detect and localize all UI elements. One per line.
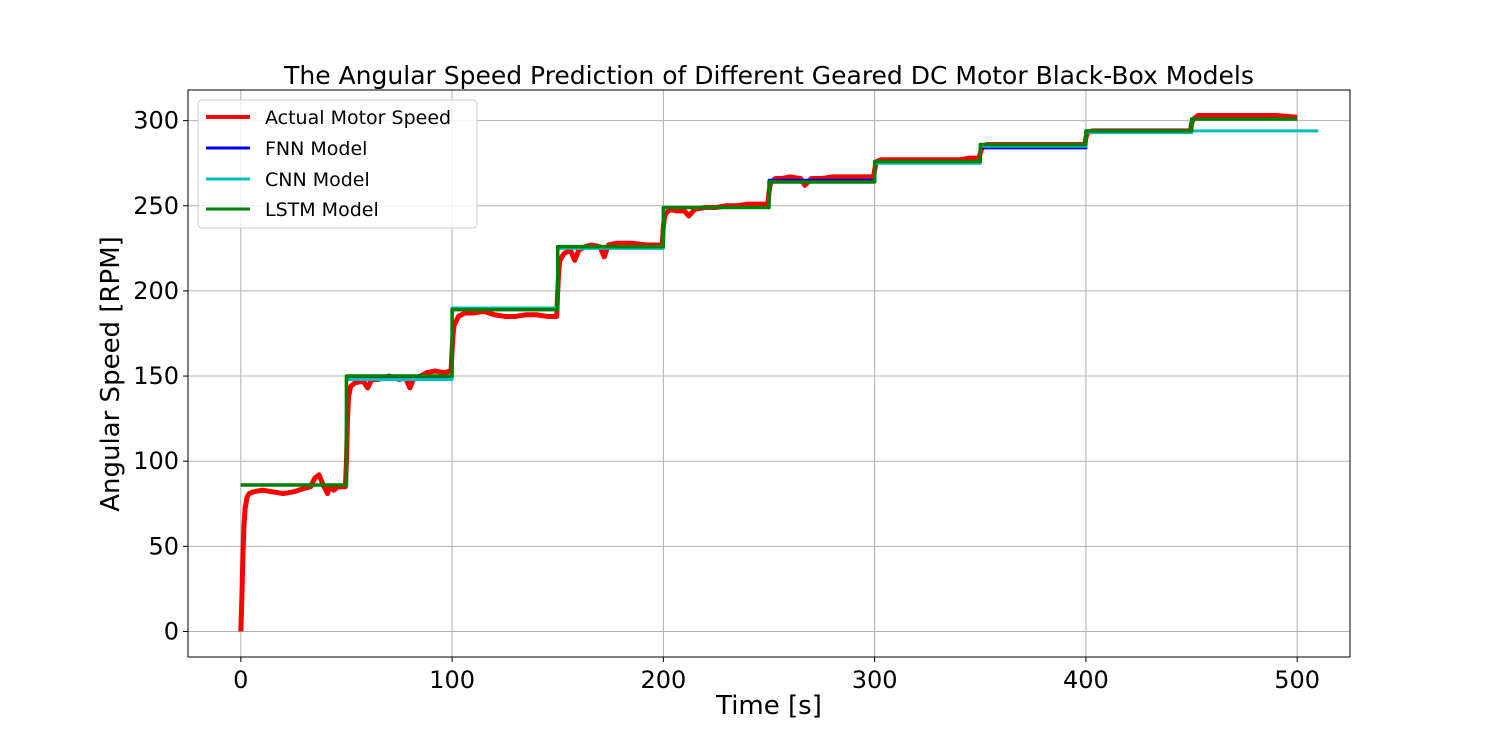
- legend-label-lstm: LSTM Model: [265, 199, 379, 221]
- x-tick-label-1: 100: [429, 666, 475, 694]
- legend-label-cnn: CNN Model: [265, 169, 370, 191]
- y-tick-label-1: 50: [148, 532, 179, 560]
- plot-frame: [187, 89, 1351, 658]
- x-tick-label-2: 200: [640, 666, 686, 694]
- tick-layer: 0 100 200 300 400 500 0 50 100 150 200 250 300: [133, 107, 1320, 694]
- x-axis-label: Time [s]: [715, 691, 822, 721]
- y-tick-label-3: 150: [133, 362, 179, 390]
- series-line-lstm-model: [240, 117, 1298, 487]
- legend: Actual Motor Speed FNN Model CNN Model L…: [197, 99, 478, 229]
- legend-label-actual: Actual Motor Speed: [265, 107, 451, 129]
- y-tick-label-4: 200: [133, 277, 179, 305]
- y-tick-label-6: 300: [133, 107, 179, 135]
- chart-title: The Angular Speed Prediction of Differen…: [283, 61, 1254, 90]
- y-axis-label: Angular Speed [RPM]: [96, 236, 126, 512]
- y-tick-label-2: 100: [133, 447, 179, 475]
- x-tick-label-4: 400: [1063, 666, 1109, 694]
- y-tick-label-5: 250: [133, 192, 179, 220]
- x-tick-label-0: 0: [233, 666, 248, 694]
- x-tick-label-5: 500: [1274, 666, 1320, 694]
- legend-box: [197, 99, 478, 229]
- legend-label-fnn: FNN Model: [265, 138, 367, 160]
- x-tick-label-3: 300: [852, 666, 898, 694]
- y-tick-label-0: 0: [164, 617, 179, 645]
- series-layer: [238, 113, 1319, 632]
